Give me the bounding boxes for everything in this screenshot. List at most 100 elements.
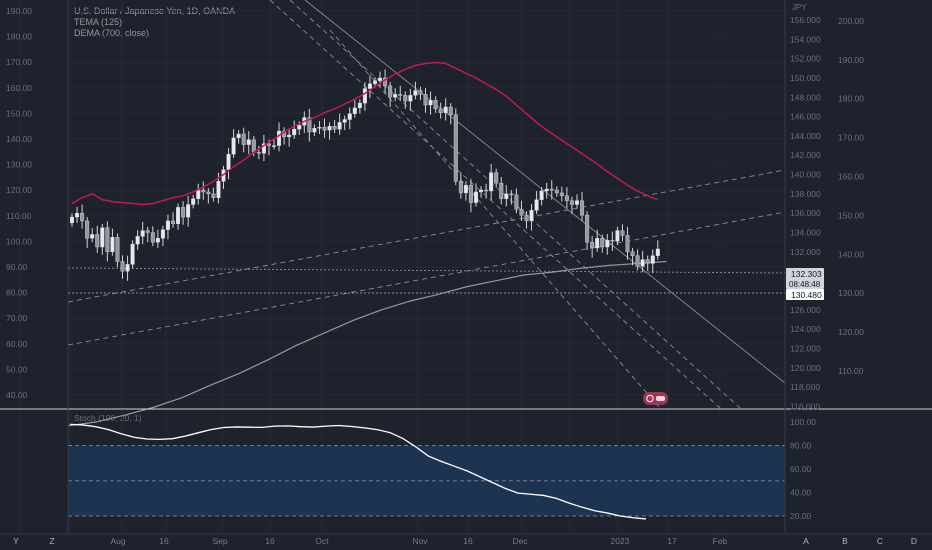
candle-body xyxy=(544,188,549,192)
candle-body xyxy=(120,261,125,272)
price-axis-tick: 132.000 xyxy=(790,247,821,257)
candle xyxy=(170,212,175,228)
dema-layer xyxy=(67,260,667,427)
trendline xyxy=(67,267,786,274)
left-axis-tick: 130.00 xyxy=(6,160,32,170)
candle-body xyxy=(155,238,160,243)
last-price-bg xyxy=(786,268,824,289)
candle xyxy=(337,113,342,135)
left-axis-tick: 100.00 xyxy=(6,236,32,246)
candle-body xyxy=(367,83,372,89)
toolbar-button-z[interactable]: Z xyxy=(49,536,54,546)
price-axis: JPY 116.000 118.000 120.000 122.000 124.000 12… xyxy=(790,3,821,411)
candle xyxy=(539,187,544,206)
stoch-line xyxy=(69,423,647,520)
candle-body xyxy=(165,220,170,230)
candle-body xyxy=(125,264,130,272)
candle-body xyxy=(585,214,590,243)
candle xyxy=(261,134,266,162)
price-axis-tick: 150.000 xyxy=(790,73,821,83)
candle xyxy=(322,118,327,138)
candle xyxy=(408,89,413,111)
candle xyxy=(610,231,615,251)
candle-body xyxy=(332,126,337,130)
candle-body xyxy=(625,235,630,253)
toolbar-button-y[interactable]: Y xyxy=(13,536,19,546)
candle-body xyxy=(378,77,383,82)
left-axis-tick: 70.00 xyxy=(6,313,28,323)
candle-body xyxy=(443,106,448,113)
candle xyxy=(110,228,115,256)
level-price-value: 130.480 xyxy=(791,290,822,300)
candle xyxy=(398,85,403,102)
candle-body xyxy=(388,85,393,98)
candle xyxy=(206,188,211,204)
candle xyxy=(196,183,201,205)
candle xyxy=(509,190,514,205)
candle xyxy=(519,200,524,221)
candle-body xyxy=(261,143,266,154)
candle xyxy=(125,255,130,281)
secondary-axis-tick: 200.00 xyxy=(838,16,864,26)
candle xyxy=(100,223,105,255)
time-axis-tick: Dec xyxy=(512,536,528,546)
candle xyxy=(165,214,170,240)
legend-tema: TEMA (125) xyxy=(74,17,123,27)
candle-body xyxy=(463,184,468,194)
candle xyxy=(236,130,241,144)
candle xyxy=(620,224,625,242)
candle-body xyxy=(140,230,145,237)
toolbar-button-b[interactable]: B xyxy=(842,536,848,546)
tradingview-logo[interactable] xyxy=(643,392,668,405)
trendline xyxy=(304,0,786,384)
candle xyxy=(246,131,251,155)
candle-body xyxy=(408,95,413,102)
candle-body xyxy=(241,133,246,145)
candle xyxy=(564,187,569,209)
toolbar-button-d[interactable]: D xyxy=(911,536,917,546)
level-price-bg xyxy=(786,289,824,300)
secondary-axis-tick: 160.00 xyxy=(838,172,864,182)
trendline xyxy=(269,0,721,409)
candle-body xyxy=(403,95,408,102)
candle xyxy=(130,240,135,269)
candle-body xyxy=(575,200,580,205)
left-axis-tick: 120.00 xyxy=(6,185,32,195)
left-axis-tick: 110.00 xyxy=(6,211,32,221)
left-axis: 190.00 180.00 170.00 160.00 150.00 140.00 130.… xyxy=(6,6,32,400)
candle xyxy=(362,82,367,111)
candle xyxy=(80,204,85,229)
toolbar-button-c[interactable]: C xyxy=(877,536,883,546)
candle-body xyxy=(160,229,165,239)
candle-body xyxy=(191,198,196,205)
oscillator-axis: 20.00 40.00 60.00 80.00 100.00 Aug 16 Sep 16 Oct N… xyxy=(110,417,816,546)
candle xyxy=(468,178,473,213)
candle xyxy=(605,233,610,255)
price-axis-tick: 136.000 xyxy=(790,208,821,218)
candle-body xyxy=(337,122,342,130)
candle xyxy=(160,225,165,247)
candle-body xyxy=(504,193,509,199)
candle xyxy=(211,187,216,202)
candle-body xyxy=(630,251,635,256)
candle xyxy=(600,234,605,253)
candle xyxy=(327,122,332,140)
candle xyxy=(590,235,595,258)
candle-body xyxy=(494,172,499,184)
candle-body xyxy=(246,139,251,145)
price-axis-tick: 148.000 xyxy=(790,92,821,102)
candle-body xyxy=(80,212,85,222)
secondary-axis-tick: 170.00 xyxy=(838,133,864,143)
toolbar-button-a[interactable]: A xyxy=(803,536,809,546)
candle xyxy=(95,225,100,253)
candle xyxy=(403,91,408,109)
candle xyxy=(514,188,519,214)
candle xyxy=(307,108,312,142)
candle xyxy=(484,183,489,199)
candle-body xyxy=(312,127,317,133)
candle xyxy=(231,129,236,159)
price-axis-tick: 142.000 xyxy=(790,150,821,160)
candle-body xyxy=(176,207,181,225)
